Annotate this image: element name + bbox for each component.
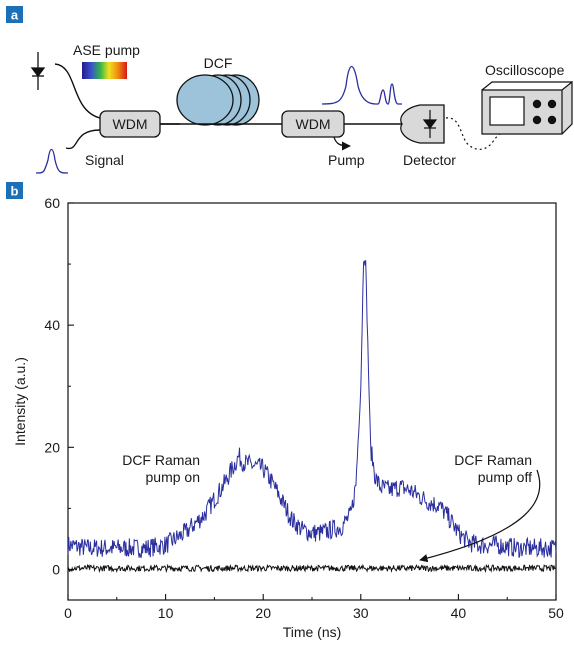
- detector-label: Detector: [403, 152, 456, 168]
- x-tick-label: 20: [255, 605, 271, 621]
- pump-on-annotation-line1: DCF Raman: [122, 452, 200, 468]
- pump-off-annotation-line2: pump off: [478, 469, 532, 485]
- pump-off-arrow: [419, 469, 541, 563]
- signal-pulse-icon: [35, 148, 69, 174]
- panel-a-badge-label: a: [11, 8, 19, 23]
- detector-icon: [400, 104, 445, 144]
- ase-spectrum-bar: [82, 62, 127, 79]
- wdm-output-label: WDM: [296, 116, 331, 132]
- dcf-spool-icon: [176, 74, 260, 126]
- panel-b: b 0 10 20 30 40 50 0 20 40 60 Time (ns) Intensity…: [6, 182, 564, 640]
- x-tick-label: 40: [451, 605, 467, 621]
- x-tick-label: 30: [353, 605, 369, 621]
- x-tick-label: 50: [548, 605, 564, 621]
- intensity-chart: 0 10 20 30 40 50 0 20 40 60 Time (ns) Intensity (…: [12, 195, 564, 640]
- photodiode-icon: [422, 110, 438, 138]
- pump-off-annotation-line1: DCF Raman: [454, 452, 532, 468]
- series-pump-on-line: [67, 260, 557, 559]
- pump-on-annotation-line2: pump on: [146, 469, 200, 485]
- pump-drop-arrow: [333, 136, 351, 151]
- y-tick-label: 60: [44, 195, 60, 211]
- panel-a-badge: [6, 6, 23, 23]
- y-tick-label: 0: [52, 561, 60, 577]
- panel-b-badge-label: b: [11, 184, 19, 199]
- wdm-input-label: WDM: [113, 116, 148, 132]
- panel-a: a ASE pump Signal WDM DCF: [6, 6, 573, 174]
- pump-diode-icon: [30, 52, 46, 90]
- signal-label: Signal: [85, 152, 124, 168]
- panel-b-badge: [6, 182, 23, 199]
- oscilloscope-icon: [481, 80, 573, 135]
- pump-label: Pump: [328, 152, 365, 168]
- y-tick-label: 40: [44, 317, 60, 333]
- series-pump-off-line: [67, 563, 557, 574]
- ase-pump-label: ASE pump: [73, 42, 140, 58]
- x-tick-label: 0: [64, 605, 72, 621]
- output-spectrum-icon: [321, 65, 402, 105]
- y-axis-label: Intensity (a.u.): [12, 357, 28, 446]
- x-tick-label: 10: [158, 605, 174, 621]
- wdm-output-box: [281, 110, 345, 138]
- oscilloscope-label: Oscilloscope: [485, 62, 565, 78]
- dcf-label: DCF: [204, 55, 233, 71]
- x-axis-label: Time (ns): [283, 624, 342, 640]
- y-tick-label: 20: [44, 439, 60, 455]
